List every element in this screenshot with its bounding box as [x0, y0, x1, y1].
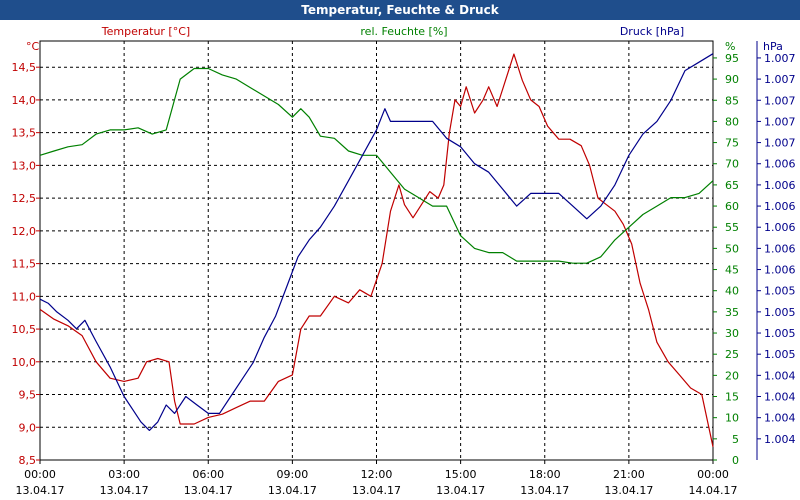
humidity-tick-label: 65 — [725, 179, 739, 192]
x-tick-time: 03:00 — [108, 468, 140, 481]
humidity-tick-label: 5 — [732, 433, 739, 446]
pressure-tick-label: 1.005 — [764, 348, 796, 361]
x-tick-date: 13.04.17 — [100, 484, 149, 497]
temperature-series-line — [39, 53, 714, 448]
temperature-tick-label: 11,5 — [12, 258, 37, 271]
pressure-tick-label: 1.007 — [764, 137, 796, 150]
humidity-tick-label: 60 — [725, 200, 739, 213]
x-tick-time: 06:00 — [192, 468, 224, 481]
x-tick-date: 13.04.17 — [604, 484, 653, 497]
humidity-tick-label: 50 — [725, 242, 739, 255]
humidity-tick-label: 75 — [725, 137, 739, 150]
humidity-tick-label: 20 — [725, 369, 739, 382]
pressure-tick-label: 1.006 — [764, 264, 796, 277]
temperature-tick-label: 14,5 — [12, 61, 37, 74]
humidity-tick-label: 95 — [725, 52, 739, 65]
x-tick-date: 13.04.17 — [436, 484, 485, 497]
temperature-tick-label: 10,5 — [12, 323, 37, 336]
temperature-tick-label: 11,0 — [12, 290, 37, 303]
temperature-tick-label: 9,0 — [19, 421, 37, 434]
pressure-series-line — [39, 53, 714, 431]
temperature-tick-label: 10,0 — [12, 356, 37, 369]
temperature-tick-label: 12,5 — [12, 192, 37, 205]
pressure-tick-label: 1.005 — [764, 327, 796, 340]
humidity-tick-label: 30 — [725, 327, 739, 340]
temperature-unit-label: °C — [26, 40, 40, 53]
x-tick-date: 13.04.17 — [520, 484, 569, 497]
humidity-tick-label: 55 — [725, 221, 739, 234]
x-tick-time: 15:00 — [445, 468, 477, 481]
temperature-tick-label: 14,0 — [12, 94, 37, 107]
x-tick-time: 18:00 — [529, 468, 561, 481]
x-tick-date: 13.04.17 — [16, 484, 65, 497]
chart-canvas: Temperatur [°C] rel. Feuchte [%] Druck [… — [12, 25, 796, 497]
chart-title: Temperatur, Feuchte & Druck — [0, 0, 800, 20]
humidity-tick-label: 15 — [725, 391, 739, 404]
pressure-tick-label: 1.006 — [764, 158, 796, 171]
humidity-tick-label: 80 — [725, 115, 739, 128]
x-tick-date: 14.04.17 — [689, 484, 738, 497]
x-tick-date: 13.04.17 — [268, 484, 317, 497]
x-tick-date: 13.04.17 — [352, 484, 401, 497]
temperature-tick-label: 13,0 — [12, 159, 37, 172]
pressure-tick-label: 1.004 — [764, 369, 796, 382]
axis-layer: Temperatur [°C] rel. Feuchte [%] Druck [… — [12, 25, 796, 497]
humidity-tick-label: 45 — [725, 264, 739, 277]
x-tick-date: 13.04.17 — [184, 484, 233, 497]
temperature-axis-label: Temperatur [°C] — [101, 25, 190, 38]
pressure-unit-label: hPa — [763, 40, 783, 53]
x-tick-time: 21:00 — [613, 468, 645, 481]
x-tick-time: 00:00 — [24, 468, 56, 481]
pressure-tick-label: 1.004 — [764, 412, 796, 425]
humidity-tick-label: 25 — [725, 348, 739, 361]
humidity-tick-label: 10 — [725, 412, 739, 425]
pressure-tick-label: 1.007 — [764, 94, 796, 107]
series-layer — [39, 53, 714, 448]
humidity-series-line — [39, 67, 714, 264]
pressure-tick-label: 1.006 — [764, 200, 796, 213]
humidity-tick-label: 0 — [732, 454, 739, 467]
pressure-tick-label: 1.007 — [764, 73, 796, 86]
pressure-tick-label: 1.005 — [764, 306, 796, 319]
temperature-tick-label: 8,5 — [19, 454, 37, 467]
pressure-tick-label: 1.005 — [764, 285, 796, 298]
humidity-tick-label: 35 — [725, 306, 739, 319]
temperature-tick-label: 12,0 — [12, 225, 37, 238]
humidity-tick-label: 85 — [725, 94, 739, 107]
humidity-tick-label: 90 — [725, 73, 739, 86]
humidity-tick-label: 70 — [725, 158, 739, 171]
gridlines — [40, 41, 713, 461]
x-tick-time: 09:00 — [277, 468, 309, 481]
humidity-tick-label: 40 — [725, 285, 739, 298]
x-tick-time: 00:00 — [697, 468, 729, 481]
pressure-tick-label: 1.007 — [764, 115, 796, 128]
x-tick-time: 12:00 — [361, 468, 393, 481]
pressure-tick-label: 1.004 — [764, 433, 796, 446]
pressure-axis-label: Druck [hPa] — [620, 25, 684, 38]
pressure-tick-label: 1.007 — [764, 52, 796, 65]
humidity-unit-label: % — [725, 40, 735, 53]
pressure-tick-label: 1.006 — [764, 221, 796, 234]
pressure-tick-label: 1.004 — [764, 391, 796, 404]
pressure-tick-label: 1.006 — [764, 179, 796, 192]
pressure-tick-label: 1.006 — [764, 242, 796, 255]
humidity-axis-label: rel. Feuchte [%] — [360, 25, 447, 38]
temperature-tick-label: 13,5 — [12, 127, 37, 140]
temperature-tick-label: 9,5 — [19, 389, 37, 402]
